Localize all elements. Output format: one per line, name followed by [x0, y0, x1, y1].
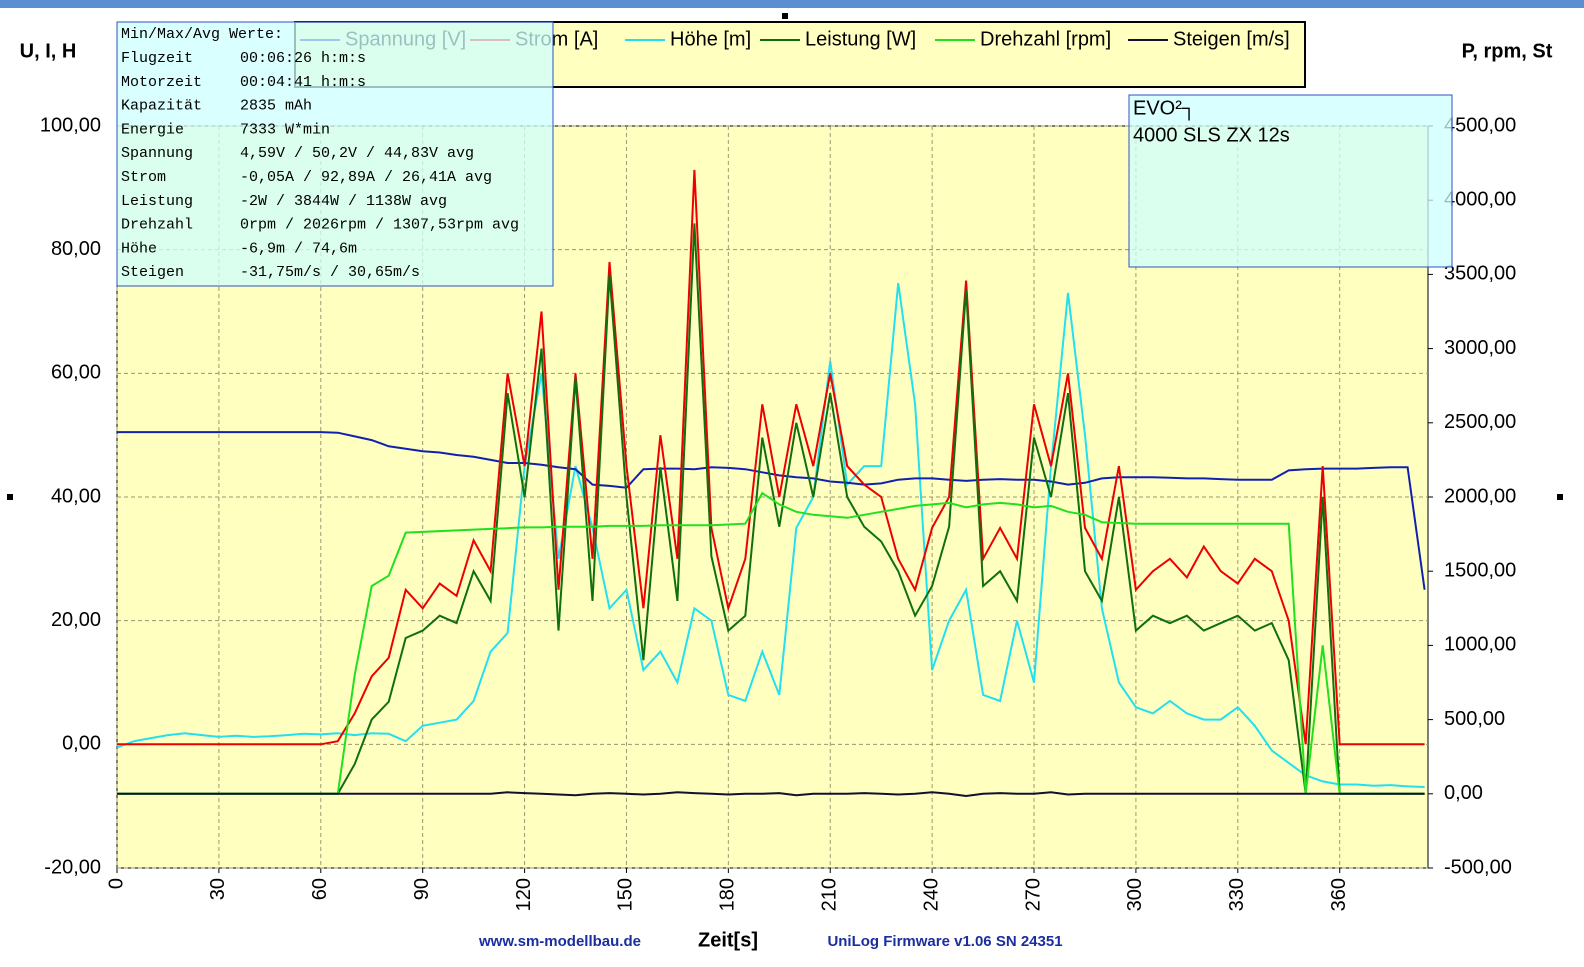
grid: 0 30 60 90 120 150 180 210 240 270 300 330 360 -20,00… — [40, 114, 1516, 911]
info-label: Spannung — [121, 145, 193, 162]
y2-tick-label: 2500,00 — [1444, 411, 1516, 433]
y2-tick-label: -500,00 — [1444, 856, 1512, 878]
y-tick-label: 80,00 — [51, 238, 101, 260]
info-value: 7333 W*min — [240, 121, 330, 138]
info-value: 4,59V / 50,2V / 44,83V avg — [240, 145, 474, 162]
info-value: -31,75m/s / 30,65m/s — [240, 264, 420, 281]
y-axis-label: U, I, H — [20, 40, 77, 62]
info-label: Kapazität — [121, 98, 202, 115]
x-tick-label: 300 — [1124, 878, 1146, 911]
legend-items: Höhe [m]Spannung [V]Strom [A]Leistung [W… — [300, 28, 1290, 50]
y-tick-label: 20,00 — [51, 609, 101, 631]
y2-tick-label: 1500,00 — [1444, 559, 1516, 581]
legend-label: Drehzahl [rpm] — [980, 28, 1111, 50]
x-tick-label: 180 — [717, 878, 739, 911]
x-axis-label: Zeit[s] — [698, 929, 758, 951]
legend-label: Steigen [m/s] — [1173, 28, 1290, 50]
info-label: Strom — [121, 169, 166, 186]
legend-label: Höhe [m] — [670, 28, 751, 50]
info-value: -2W / 3844W / 1138W avg — [240, 193, 447, 210]
y-tick-label: 60,00 — [51, 362, 101, 384]
series-line — [117, 431, 1426, 590]
footer-right: UniLog Firmware v1.06 SN 24351 — [827, 933, 1062, 950]
x-tick-label: 360 — [1328, 878, 1350, 911]
info-label: Steigen — [121, 264, 184, 281]
info-label: Flugzeit — [121, 50, 193, 67]
handle — [782, 13, 788, 19]
y-tick-label: 100,00 — [40, 114, 101, 136]
x-tick-label: 60 — [309, 878, 331, 900]
x-tick-label: 90 — [411, 878, 433, 900]
y2-tick-label: 1000,00 — [1444, 634, 1516, 656]
y2-axis-label: P, rpm, St — [1462, 40, 1553, 62]
info-label: Drehzahl — [121, 217, 193, 234]
y2-tick-label: 3000,00 — [1444, 337, 1516, 359]
handle — [1557, 494, 1563, 500]
x-tick-label: 0 — [105, 878, 127, 889]
series-line — [117, 791, 1425, 798]
info-label: Motorzeit — [121, 74, 202, 91]
y-tick-label: 0,00 — [62, 733, 101, 755]
y2-tick-label: 3500,00 — [1444, 263, 1516, 285]
annotation: EVO²┐ — [1133, 97, 1196, 120]
info-value: 00:06:26 h:m:s — [240, 50, 366, 67]
y-tick-label: 40,00 — [51, 485, 101, 507]
info-label: Energie — [121, 121, 184, 138]
info-value: 2835 mAh — [240, 98, 312, 115]
info-label: Höhe — [121, 240, 157, 257]
y2-tick-label: 2000,00 — [1444, 485, 1516, 507]
x-tick-label: 330 — [1226, 878, 1248, 911]
info-text: Min/Max/Avg Werte: Flugzeit 00:06:26 h:m:s… — [121, 26, 519, 281]
series-line — [116, 282, 1425, 788]
info-value: 0rpm / 2026rpm / 1307,53rpm avg — [240, 217, 519, 234]
x-tick-label: 120 — [513, 878, 535, 911]
info-value: 00:04:41 h:m:s — [240, 74, 366, 91]
footer-left: www.sm-modellbau.de — [478, 933, 641, 950]
y-tick-label: -20,00 — [44, 856, 101, 878]
x-tick-label: 150 — [615, 878, 637, 911]
legend-label: Leistung [W] — [805, 28, 916, 50]
annotation-box — [1128, 94, 1453, 268]
series-lines — [116, 169, 1426, 798]
x-tick-label: 30 — [207, 878, 229, 900]
series-line — [117, 169, 1425, 746]
x-tick-label: 240 — [920, 878, 942, 911]
info-value: -0,05A / 92,89A / 26,41A avg — [240, 169, 492, 186]
info-title: Min/Max/Avg Werte: — [121, 26, 283, 43]
y2-tick-label: 4500,00 — [1444, 114, 1516, 136]
y2-tick-label: 0,00 — [1444, 782, 1483, 804]
info-value: -6,9m / 74,6m — [240, 240, 357, 257]
x-tick-label: 270 — [1022, 878, 1044, 911]
x-tick-label: 210 — [819, 878, 841, 911]
info-label: Leistung — [121, 193, 193, 210]
y2-tick-label: 500,00 — [1444, 708, 1505, 730]
handle — [7, 494, 13, 500]
y2-tick-label: 4000,00 — [1444, 188, 1516, 210]
info-box — [116, 21, 554, 287]
window-bar — [0, 0, 1584, 8]
annotation: 4000 SLS ZX 12s — [1133, 124, 1290, 146]
